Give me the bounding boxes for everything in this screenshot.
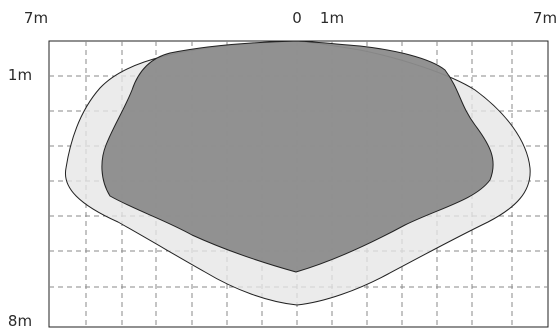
- left-depth-label: 8m: [8, 312, 32, 329]
- axis-labels: 7m 0 1m 7m 1m 8m: [8, 9, 557, 329]
- top-right-distance-label: 7m: [533, 9, 557, 27]
- top-left-distance-label: 7m: [24, 9, 48, 27]
- top-one-meter-label: 1m: [320, 9, 344, 27]
- top-origin-label: 0: [292, 9, 302, 27]
- inner-coverage-zone: [101, 40, 494, 273]
- left-one-meter-label: 1m: [8, 66, 32, 84]
